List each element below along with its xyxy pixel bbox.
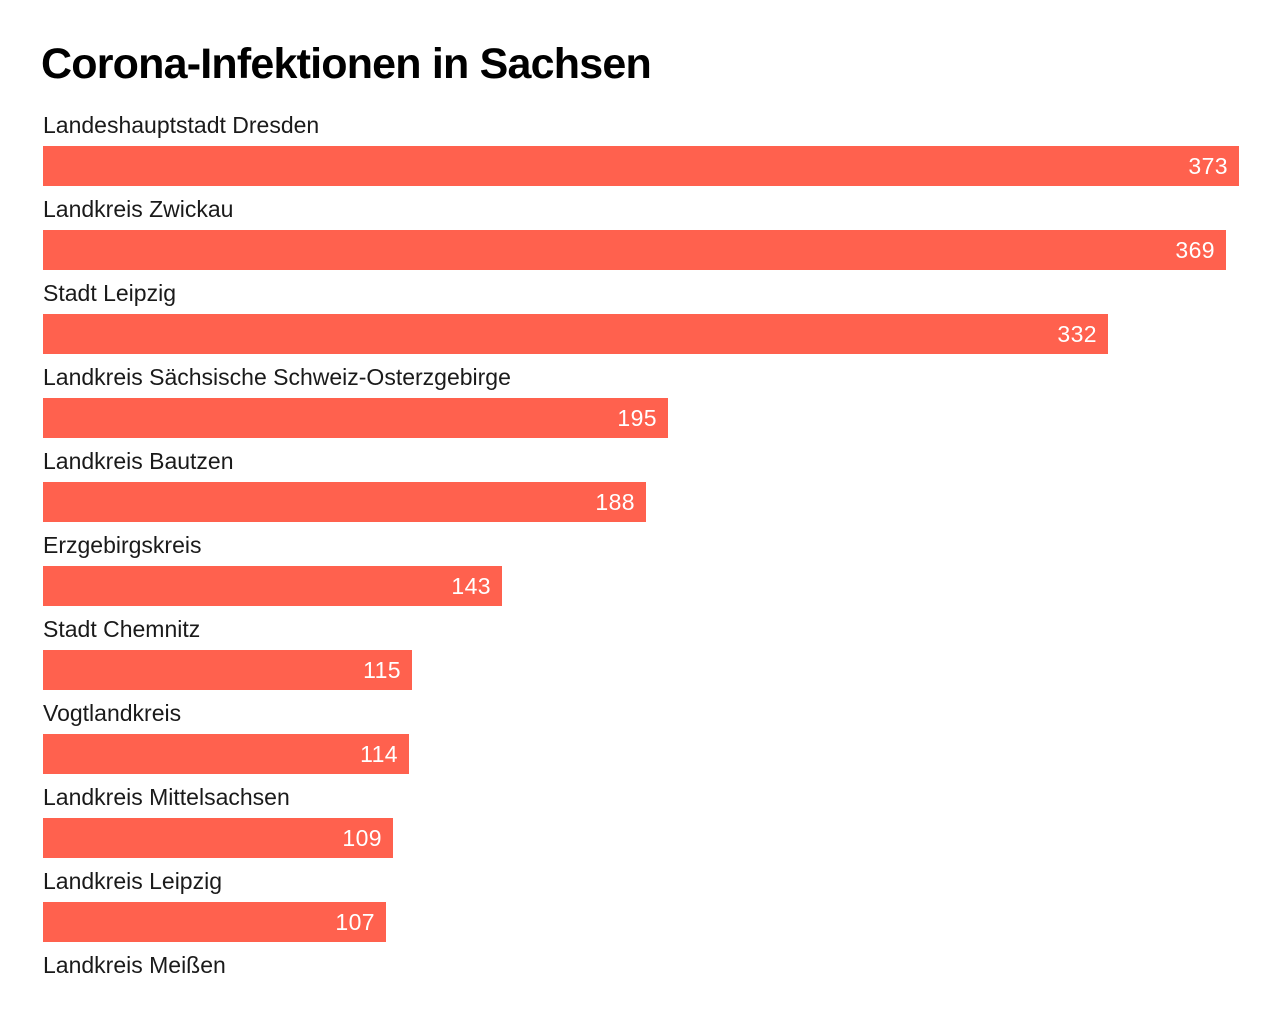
- bar-value-label: 369: [1175, 237, 1215, 263]
- category-label: Stadt Chemnitz: [43, 616, 201, 642]
- category-label: Landkreis Bautzen: [43, 448, 234, 474]
- bar-value-label: 109: [342, 825, 382, 851]
- bar-row: Stadt Leipzig 332: [43, 276, 1239, 360]
- category-label: Landkreis Mittelsachsen: [43, 784, 290, 810]
- bar-value-label: 332: [1057, 321, 1097, 347]
- bar-row: Erzgebirgskreis 143: [43, 528, 1239, 612]
- bar-value-label: 195: [617, 405, 657, 431]
- bar-row: Landkreis Sächsische Schweiz-Osterzgebir…: [43, 360, 1239, 444]
- bar-value-label: 114: [360, 741, 398, 767]
- category-label: Vogtlandkreis: [43, 700, 182, 726]
- bar: 195: [43, 398, 668, 438]
- bar: 143: [43, 566, 502, 606]
- category-label: Erzgebirgskreis: [43, 532, 202, 558]
- bar-value-label: 143: [451, 573, 491, 599]
- bar: 369: [43, 230, 1226, 270]
- category-label: Landkreis Sächsische Schweiz-Osterzgebir…: [43, 364, 511, 390]
- bar: 109: [43, 818, 393, 858]
- bar-row: Stadt Chemnitz 115: [43, 612, 1239, 696]
- bar-row: Vogtlandkreis 114: [43, 696, 1239, 780]
- bar-value-label: 115: [363, 657, 401, 683]
- category-label: Stadt Leipzig: [43, 280, 176, 306]
- category-label: Landeshauptstadt Dresden: [43, 112, 320, 138]
- bar-row: Landkreis Mittelsachsen 109: [43, 780, 1239, 864]
- bar-value-label: 188: [595, 489, 635, 515]
- bar: 115: [43, 650, 412, 690]
- bar-row: Landkreis Bautzen 188: [43, 444, 1239, 528]
- category-label: Landkreis Leipzig: [43, 868, 223, 894]
- chart-title: Corona-Infektionen in Sachsen: [41, 40, 652, 88]
- bar-value-label: 373: [1188, 153, 1228, 179]
- bar-value-label: 107: [335, 909, 375, 935]
- bar-row: Landkreis Meißen: [43, 948, 1239, 1032]
- bar: 107: [43, 902, 386, 942]
- bar-row: Landeshauptstadt Dresden 373: [43, 108, 1239, 192]
- bar-row: Landkreis Leipzig 107: [43, 864, 1239, 948]
- bar-row: Landkreis Zwickau 369: [43, 192, 1239, 276]
- bar: 332: [43, 314, 1108, 354]
- category-label: Landkreis Meißen: [43, 952, 226, 978]
- bar: 373: [43, 146, 1239, 186]
- category-label: Landkreis Zwickau: [43, 196, 234, 222]
- bar: 114: [43, 734, 409, 774]
- bar: 188: [43, 482, 646, 522]
